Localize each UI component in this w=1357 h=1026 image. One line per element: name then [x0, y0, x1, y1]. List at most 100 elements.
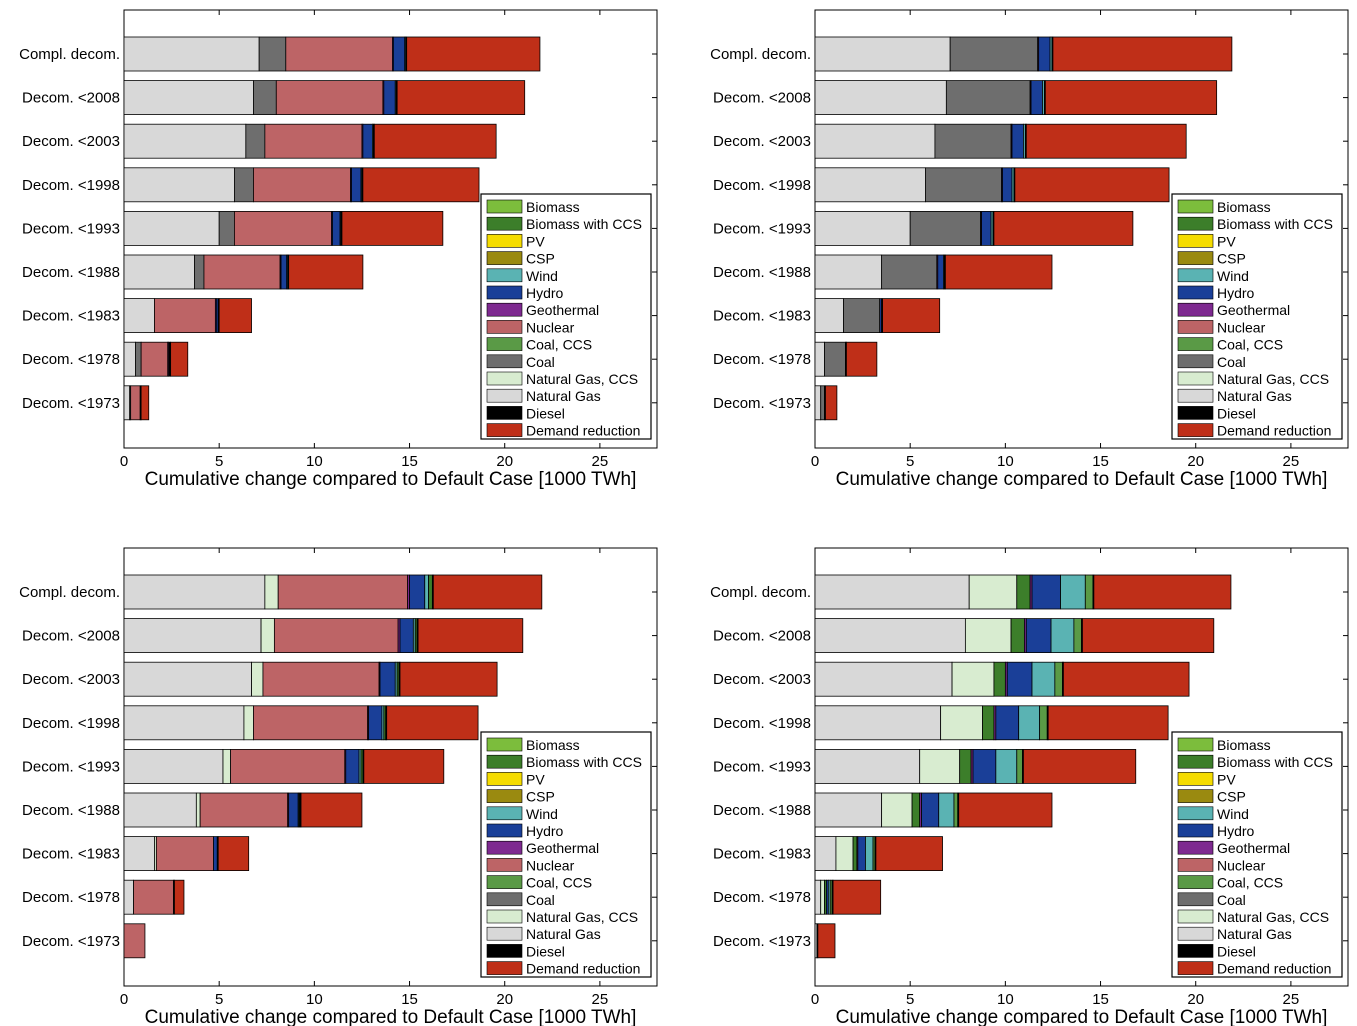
- legend-label: Coal, CCS: [526, 337, 592, 353]
- bar-segment: [174, 879, 185, 915]
- bar-segment: [1082, 618, 1215, 653]
- bar-segment: [814, 661, 953, 697]
- bar-segment: [940, 705, 983, 741]
- legend-label: CSP: [526, 789, 555, 805]
- bar-segment: [1018, 705, 1041, 741]
- x-tick-label: 10: [306, 991, 323, 1008]
- legend-label: Coal, CCS: [1217, 875, 1283, 891]
- bar-segment: [424, 574, 429, 610]
- bar-segment: [123, 80, 254, 115]
- legend-swatch: [1177, 216, 1214, 231]
- x-axis-label: Cumulative change compared to Default Ca…: [145, 469, 637, 490]
- bar-segment: [843, 298, 881, 334]
- legend-label: Demand reduction: [526, 423, 640, 439]
- bar-segment: [1063, 661, 1190, 697]
- bar-segment: [345, 749, 360, 784]
- bar-segment: [857, 836, 866, 871]
- legend-swatch: [486, 840, 523, 855]
- y-tick-label: Decom. <1973: [713, 395, 811, 412]
- bar-segment: [814, 574, 970, 610]
- bar-segment: [123, 574, 266, 610]
- bar-segment: [825, 385, 838, 421]
- bar-segment: [258, 36, 287, 72]
- legend-label: PV: [1217, 233, 1236, 249]
- chart-panel-2: Compl. decom. Decom. <2008 Decom. <2003 Dec…: [710, 9, 1349, 490]
- y-tick-label: Decom. <1998: [22, 177, 120, 194]
- bar-segment: [951, 661, 995, 697]
- bar-segment: [409, 574, 426, 610]
- bar-segment: [123, 923, 146, 959]
- y-tick-label: Decom. <2003: [22, 671, 120, 688]
- bar-segment: [396, 80, 526, 115]
- y-tick-label: Decom. <1978: [713, 889, 811, 906]
- bar-segment: [379, 661, 396, 697]
- x-tick-label: 25: [1283, 991, 1300, 1008]
- y-tick-label: Decom. <2003: [713, 133, 811, 150]
- bar-segment: [123, 792, 197, 828]
- bar-segment: [1073, 618, 1082, 653]
- bar-segment: [814, 254, 883, 290]
- y-tick-label: Decom. <1983: [713, 846, 811, 863]
- legend-swatch: [1177, 875, 1214, 889]
- x-tick-label: 10: [306, 453, 323, 470]
- bar-segment: [835, 836, 854, 871]
- bar-segment: [253, 167, 351, 203]
- bar-segment: [925, 167, 1002, 203]
- x-axis-label: Cumulative change compared to Default Ca…: [145, 1007, 637, 1026]
- x-tick-label: 5: [906, 453, 914, 470]
- legend-swatch: [1177, 892, 1214, 907]
- legend-label: Demand reduction: [526, 961, 640, 977]
- bar-segment: [199, 792, 289, 828]
- y-tick-label: Compl. decom.: [19, 584, 120, 601]
- bar-segment: [852, 836, 858, 871]
- bar-segment: [814, 341, 825, 377]
- legend-swatch: [486, 858, 523, 872]
- x-tick-label: 0: [811, 991, 819, 1008]
- legend-swatch: [1177, 944, 1214, 958]
- x-tick-label: 15: [401, 453, 418, 470]
- bar-segment: [362, 167, 480, 203]
- legend-label: Nuclear: [1217, 857, 1266, 873]
- y-tick-label: Compl. decom.: [710, 584, 811, 601]
- bar-segment: [133, 879, 174, 915]
- y-tick-label: Decom. <1998: [713, 177, 811, 194]
- bar-segment: [288, 254, 364, 290]
- bar-segment: [875, 836, 943, 871]
- bar-segment: [911, 792, 921, 828]
- bar-segment: [123, 298, 155, 334]
- bar-segment: [273, 618, 399, 653]
- legend-swatch: [486, 320, 523, 334]
- bar-segment: [130, 385, 141, 421]
- bar-segment: [1016, 574, 1031, 610]
- legend-label: Diesel: [1217, 943, 1256, 959]
- bar-segment: [1031, 574, 1061, 610]
- bar-segment: [399, 618, 414, 653]
- y-tick-label: Decom. <1978: [22, 889, 120, 906]
- bar-segment: [1011, 123, 1024, 159]
- y-tick-label: Decom. <2003: [713, 671, 811, 688]
- legend-swatch: [486, 285, 523, 300]
- bar-segment: [820, 385, 825, 421]
- x-tick-label: 5: [906, 991, 914, 1008]
- bar-segment: [406, 36, 541, 72]
- bar-segment: [300, 792, 363, 828]
- legend-swatch: [486, 772, 523, 786]
- x-tick-label: 5: [215, 991, 223, 1008]
- bar-segment: [332, 210, 341, 246]
- legend-swatch: [486, 806, 523, 821]
- y-tick-label: Decom. <1998: [22, 715, 120, 732]
- legend-swatch: [1177, 789, 1214, 803]
- legend-label: Natural Gas: [526, 388, 601, 404]
- legend-swatch: [486, 337, 523, 351]
- legend-swatch: [1177, 302, 1214, 317]
- bar-segment: [1052, 36, 1233, 72]
- legend-label: Hydro: [1217, 285, 1255, 301]
- legend-swatch: [1177, 423, 1214, 437]
- legend-swatch: [486, 789, 523, 803]
- x-tick-label: 10: [997, 453, 1014, 470]
- bar-segment: [814, 618, 966, 653]
- legend-label: Biomass with CCS: [526, 216, 642, 232]
- bar-segment: [123, 254, 195, 290]
